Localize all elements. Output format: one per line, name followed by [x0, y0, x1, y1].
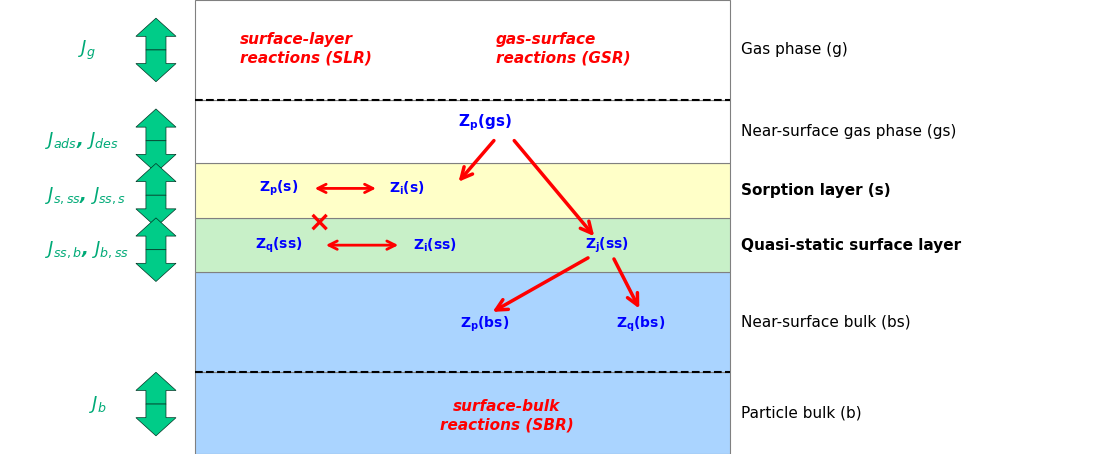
Text: gas-surface
reactions (GSR): gas-surface reactions (GSR) [496, 32, 631, 65]
Text: $\mathbf{Z_p(bs)}$: $\mathbf{Z_p(bs)}$ [460, 315, 509, 334]
Text: surface-layer
reactions (SLR): surface-layer reactions (SLR) [240, 32, 371, 65]
Text: $\mathbf{\times}$: $\mathbf{\times}$ [306, 208, 329, 237]
Text: surface-bulk
reactions (SBR): surface-bulk reactions (SBR) [440, 399, 574, 432]
Text: $\mathbf{Z_q(ss)}$: $\mathbf{Z_q(ss)}$ [255, 236, 302, 255]
Text: $\mathbf{Z_i(s)}$: $\mathbf{Z_i(s)}$ [389, 180, 424, 197]
Bar [195, 272, 730, 372]
Text: Quasi-static surface layer: Quasi-static surface layer [741, 237, 961, 253]
Polygon shape [136, 141, 176, 173]
Bar [195, 100, 730, 163]
Polygon shape [136, 18, 176, 50]
Text: $\mathbf{Z_p(s)}$: $\mathbf{Z_p(s)}$ [258, 179, 299, 198]
Text: Near-surface bulk (bs): Near-surface bulk (bs) [741, 315, 910, 330]
Bar [195, 372, 730, 454]
Text: $\mathit{J}_\mathit{ads}$, $\mathit{J}_\mathit{des}$: $\mathit{J}_\mathit{ads}$, $\mathit{J}_\… [45, 130, 118, 151]
Bar [195, 218, 730, 272]
Text: $\mathit{J}_\mathit{g}$: $\mathit{J}_\mathit{g}$ [78, 38, 96, 62]
Text: $\mathbf{Z_p}$$\mathbf{(gs)}$: $\mathbf{Z_p}$$\mathbf{(gs)}$ [458, 112, 511, 133]
Text: Sorption layer (s): Sorption layer (s) [741, 183, 890, 198]
Bar [195, 163, 730, 218]
Bar [195, 0, 730, 100]
Text: $\mathit{J}_\mathit{ss,b}$, $\mathit{J}_\mathit{b,ss}$: $\mathit{J}_\mathit{ss,b}$, $\mathit{J}_… [45, 239, 128, 260]
Polygon shape [136, 218, 176, 250]
Text: Gas phase (g): Gas phase (g) [741, 42, 848, 58]
Text: $\mathbf{Z_j(ss)}$: $\mathbf{Z_j(ss)}$ [585, 236, 629, 255]
Text: Particle bulk (b): Particle bulk (b) [741, 405, 861, 421]
Text: $\mathit{J}_\mathit{s,ss}$, $\mathit{J}_\mathit{ss,s}$: $\mathit{J}_\mathit{s,ss}$, $\mathit{J}_… [45, 185, 126, 206]
Polygon shape [136, 50, 176, 82]
Text: Near-surface gas phase (gs): Near-surface gas phase (gs) [741, 124, 956, 139]
Polygon shape [136, 163, 176, 195]
Text: $\mathbf{Z_i(ss)}$: $\mathbf{Z_i(ss)}$ [412, 237, 457, 254]
Polygon shape [136, 372, 176, 404]
Text: $\mathit{J}_\mathit{b}$: $\mathit{J}_\mathit{b}$ [89, 394, 107, 415]
Polygon shape [136, 195, 176, 227]
Polygon shape [136, 404, 176, 436]
Polygon shape [136, 109, 176, 141]
Polygon shape [136, 250, 176, 281]
Text: $\mathbf{Z_q(bs)}$: $\mathbf{Z_q(bs)}$ [616, 315, 665, 334]
